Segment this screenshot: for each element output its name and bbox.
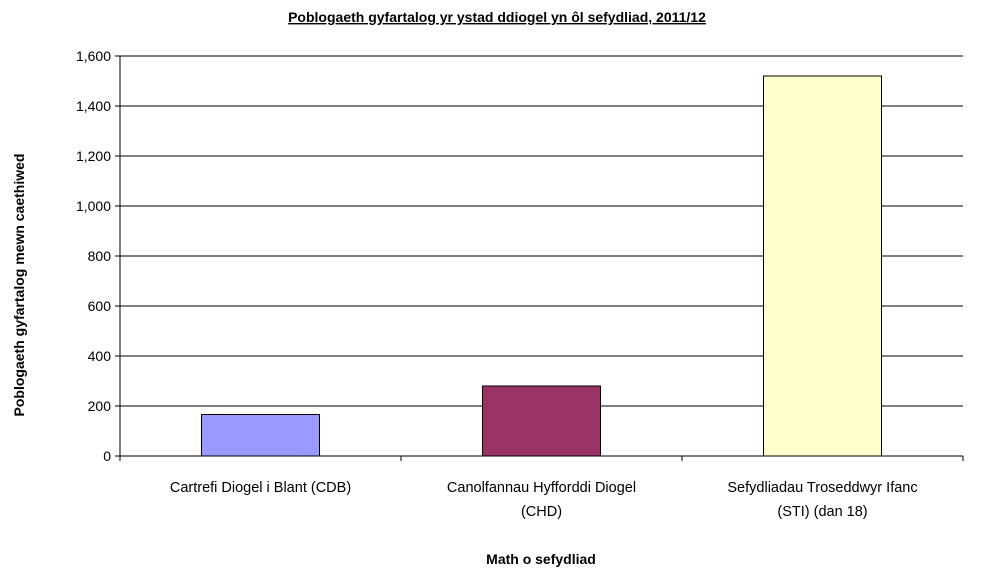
bar <box>200 414 321 457</box>
chart-title: Poblogaeth gyfartalog yr ystad ddiogel y… <box>288 9 706 25</box>
x-tick-label: Canolfannau Hyfforddi Diogel (CHD) <box>447 480 636 520</box>
y-tick-label: 400 <box>88 348 112 364</box>
y-tick-label: 1,200 <box>76 148 111 164</box>
y-tick-label: 0 <box>103 448 111 464</box>
y-axis-title: Poblogaeth gyfartalog mewn caethiwed <box>11 154 27 417</box>
y-tick-label: 200 <box>88 398 112 414</box>
plot-area: 0 200 400 600 800 1,000 1,200 1,400 1,600 Cartref… <box>76 48 964 520</box>
x-axis-title: Math o sefydliad <box>486 551 596 567</box>
y-tick-label: 1,400 <box>76 98 111 114</box>
x-tick-label: Cartrefi Diogel i Blant (CDB) <box>170 480 351 496</box>
bar <box>762 75 883 457</box>
bar <box>481 385 602 457</box>
x-tick-label: Sefydliadau Troseddwyr Ifanc (STI) (dan 1… <box>727 480 917 520</box>
y-tick-label: 600 <box>88 298 112 314</box>
y-tick-label: 1,600 <box>76 48 111 64</box>
y-tick-label: 1,000 <box>76 198 111 214</box>
y-tick-label: 800 <box>88 248 112 264</box>
